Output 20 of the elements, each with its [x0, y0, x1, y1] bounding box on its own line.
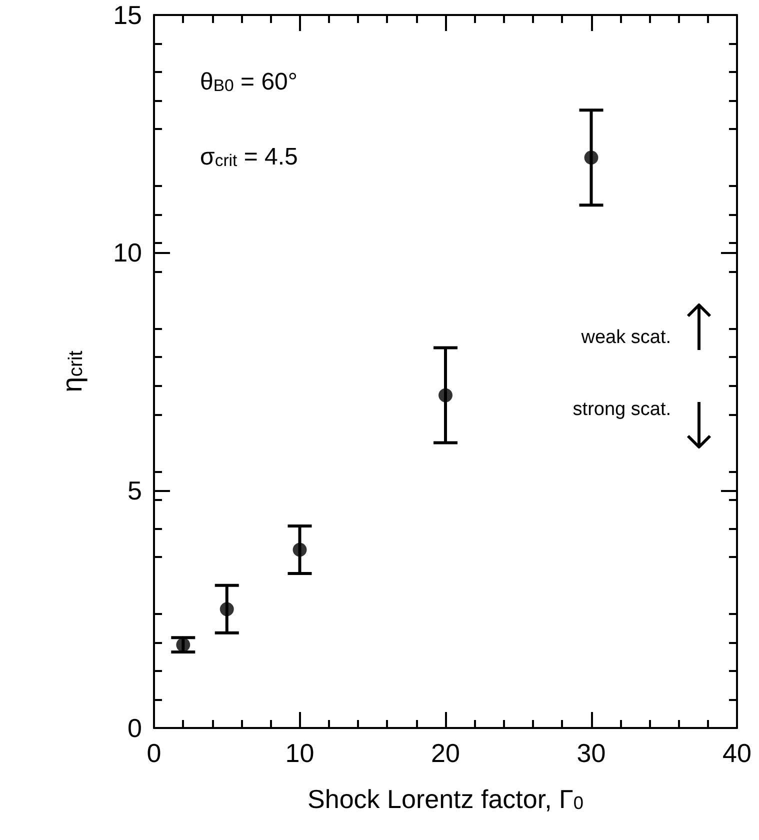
point — [584, 150, 598, 165]
point — [438, 388, 452, 402]
point — [292, 542, 307, 557]
y-tick-label: 15 — [113, 0, 142, 30]
annotation: σcrit = 4.5 — [200, 144, 298, 170]
point — [220, 602, 234, 616]
point — [176, 638, 190, 652]
annotation: weak scat. — [580, 327, 672, 348]
x-axis-title: Shock Lorentz factor, Γ0 — [308, 784, 584, 814]
annotation: strong scat. — [572, 399, 672, 420]
x-tick-label: 0 — [146, 738, 162, 768]
y-tick-label: 0 — [128, 713, 142, 743]
y-tick-label: 10 — [113, 238, 142, 268]
x-tick-label: 40 — [722, 738, 752, 768]
x-tick-label: 30 — [576, 738, 606, 768]
y-axis-title: ηcrit — [56, 350, 88, 392]
y-tick-label: 5 — [128, 475, 142, 506]
annotation: θB0 = 60° — [200, 68, 298, 96]
x-tick-label: 10 — [285, 738, 314, 768]
x-tick-label: 20 — [431, 738, 460, 768]
